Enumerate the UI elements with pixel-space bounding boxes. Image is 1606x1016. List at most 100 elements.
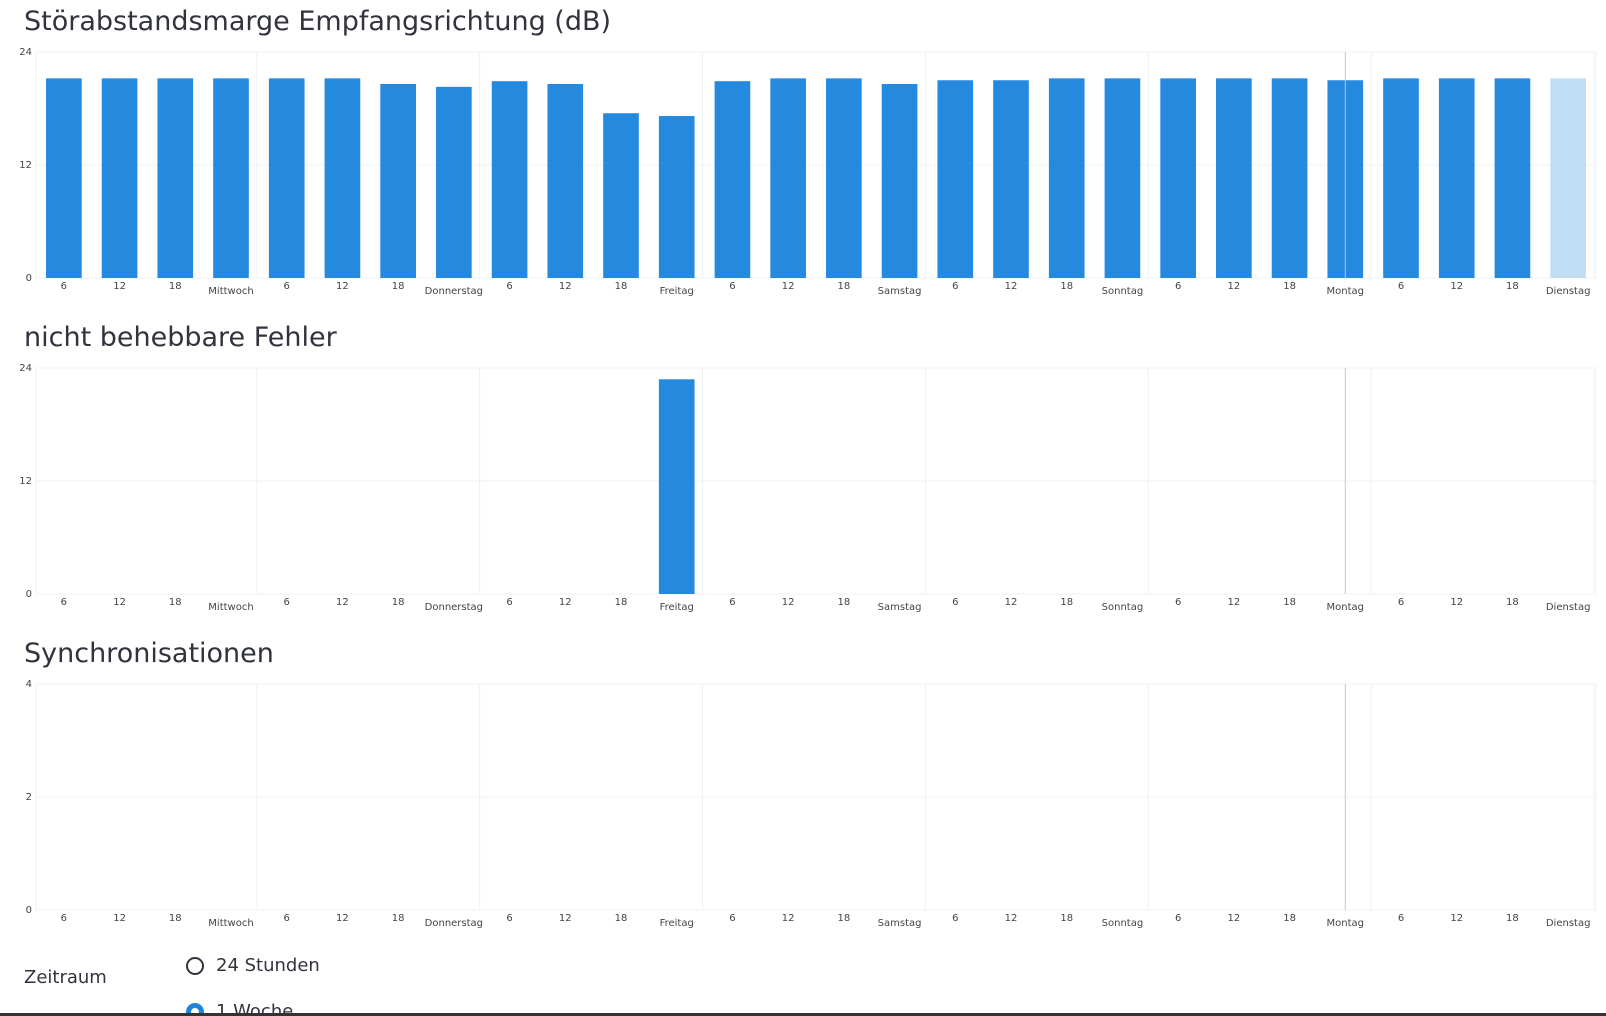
x-tick-label: 18 <box>1283 913 1296 924</box>
bar <box>213 78 249 278</box>
bar <box>1104 78 1141 278</box>
x-tick-label: 18 <box>392 597 405 608</box>
bar <box>1383 78 1419 278</box>
x-tick-label: Mittwoch <box>208 918 253 929</box>
x-tick-label: 6 <box>61 913 67 924</box>
x-tick-label: Samstag <box>878 602 922 613</box>
x-tick-label: 6 <box>729 281 735 292</box>
x-tick-label: 18 <box>1506 281 1519 292</box>
x-tick-label: 18 <box>392 281 405 292</box>
x-tick-label: 12 <box>782 597 795 608</box>
x-tick-label: 6 <box>284 913 290 924</box>
x-tick-label: 12 <box>113 281 126 292</box>
bar <box>714 81 751 278</box>
bar <box>993 80 1029 278</box>
x-tick-label: 18 <box>1060 913 1073 924</box>
x-tick-label: 18 <box>1506 913 1519 924</box>
x-tick-label: 12 <box>1227 597 1240 608</box>
bar <box>881 84 918 278</box>
x-tick-label: 6 <box>61 597 67 608</box>
x-tick-label: Montag <box>1327 602 1364 613</box>
bar <box>770 78 806 278</box>
y-tick-label: 24 <box>19 47 32 58</box>
x-tick-label: Freitag <box>660 918 694 929</box>
x-tick-label: 18 <box>169 597 182 608</box>
bar <box>658 379 695 594</box>
x-tick-label: 12 <box>1450 597 1463 608</box>
x-tick-label: 12 <box>1450 281 1463 292</box>
y-tick-label: 4 <box>26 679 32 690</box>
y-tick-label: 0 <box>26 273 32 284</box>
x-tick-label: 6 <box>1398 597 1404 608</box>
x-tick-label: 12 <box>336 281 349 292</box>
bar <box>547 84 584 278</box>
chart: 0 12 24 6 12 18 Mittwoch 6 12 18 Donnerstag 6 12 18 Fr… <box>19 363 1597 613</box>
bar <box>46 78 82 278</box>
x-tick-label: Sonntag <box>1102 918 1144 929</box>
x-tick-label: 12 <box>559 281 572 292</box>
x-tick-label: 18 <box>837 281 850 292</box>
x-tick-label: Montag <box>1327 286 1364 297</box>
x-tick-label: 6 <box>61 281 67 292</box>
bar <box>101 78 138 278</box>
x-tick-label: 18 <box>1283 597 1296 608</box>
x-tick-label: 18 <box>615 913 628 924</box>
x-tick-label: 6 <box>284 597 290 608</box>
chart-title: Störabstandsmarge Empfangsrichtung (dB) <box>24 6 612 37</box>
y-tick-label: 0 <box>26 905 32 916</box>
x-tick-label: 18 <box>169 913 182 924</box>
x-tick-label: Donnerstag <box>425 602 483 613</box>
bar <box>1048 78 1085 278</box>
bar <box>380 84 416 278</box>
x-tick-label: 6 <box>1398 281 1404 292</box>
radio-option[interactable]: 24 Stunden <box>186 955 320 976</box>
chart-title: Synchronisationen <box>24 638 274 669</box>
x-tick-label: 18 <box>169 281 182 292</box>
bar <box>1438 78 1475 278</box>
bar <box>1494 78 1531 278</box>
x-tick-label: Sonntag <box>1102 602 1144 613</box>
x-tick-label: 18 <box>1506 597 1519 608</box>
bar <box>937 80 974 278</box>
x-tick-label: Freitag <box>660 286 694 297</box>
x-tick-label: Mittwoch <box>208 602 253 613</box>
x-tick-label: 18 <box>1283 281 1296 292</box>
x-tick-label: 6 <box>1175 281 1181 292</box>
y-tick-label: 12 <box>19 476 32 487</box>
x-tick-label: 6 <box>506 597 512 608</box>
x-tick-label: 12 <box>782 913 795 924</box>
x-tick-label: 12 <box>336 597 349 608</box>
x-tick-label: 18 <box>392 913 405 924</box>
bar <box>658 116 695 279</box>
y-tick-label: 2 <box>26 792 32 803</box>
y-tick-label: 12 <box>19 160 32 171</box>
x-tick-label: 6 <box>729 597 735 608</box>
bar <box>1160 78 1196 278</box>
x-tick-label: 18 <box>1060 281 1073 292</box>
x-tick-label: Dienstag <box>1546 918 1591 929</box>
chart-title: nicht behebbare Fehler <box>24 322 337 353</box>
radio-button[interactable] <box>186 956 204 975</box>
bar <box>268 78 305 278</box>
x-tick-label: 6 <box>952 281 958 292</box>
x-tick-label: Dienstag <box>1546 602 1591 613</box>
x-tick-label: 12 <box>1005 281 1018 292</box>
border <box>0 1013 1606 1016</box>
x-tick-label: 6 <box>1175 597 1181 608</box>
x-tick-label: 6 <box>1398 913 1404 924</box>
x-tick-label: 12 <box>1227 281 1240 292</box>
x-tick-label: 18 <box>1060 597 1073 608</box>
x-tick-label: 12 <box>113 597 126 608</box>
x-tick-label: Samstag <box>878 286 922 297</box>
x-tick-label: 12 <box>1005 913 1018 924</box>
x-tick-label: 12 <box>559 913 572 924</box>
x-tick-label: 18 <box>615 597 628 608</box>
x-tick-label: Montag <box>1327 918 1364 929</box>
x-tick-label: 6 <box>506 281 512 292</box>
x-tick-label: Dienstag <box>1546 286 1591 297</box>
x-tick-label: 12 <box>1227 913 1240 924</box>
bar <box>1271 78 1308 278</box>
bar <box>1550 78 1586 278</box>
x-tick-label: Donnerstag <box>425 286 483 297</box>
